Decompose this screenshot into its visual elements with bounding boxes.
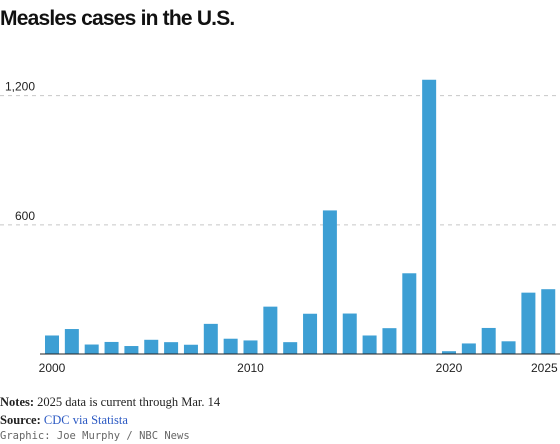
bar-2023[interactable]	[501, 341, 516, 354]
source-link[interactable]: CDC via Statista	[43, 413, 128, 427]
x-tick-label: 2025	[531, 361, 558, 375]
bar-2016[interactable]	[362, 335, 377, 354]
bar-2003[interactable]	[104, 341, 119, 354]
y-tick-label: 600	[15, 209, 35, 223]
bar-2020[interactable]	[442, 351, 456, 354]
bar-2002[interactable]	[84, 344, 99, 354]
graphic-credit: Graphic: Joe Murphy / NBC News	[0, 430, 190, 442]
bar-2007[interactable]	[183, 344, 198, 354]
x-tick-label: 2020	[436, 361, 463, 375]
bar-2022[interactable]	[481, 327, 496, 354]
source-line: Source: CDC via Statista	[0, 413, 128, 428]
bar-2008[interactable]	[203, 323, 218, 354]
x-tick-label: 2000	[39, 361, 66, 375]
y-tick: 600	[15, 209, 35, 223]
bar-2009[interactable]	[223, 338, 238, 354]
bar-2004[interactable]	[124, 346, 139, 354]
bar-2013[interactable]	[303, 313, 318, 354]
bars	[45, 79, 556, 354]
y-tick-label: 1,200	[5, 80, 35, 94]
notes-text: 2025 data is current through Mar. 14	[37, 395, 221, 409]
bar-2018[interactable]	[402, 273, 417, 354]
bar-2014[interactable]	[322, 210, 337, 354]
bar-2024[interactable]	[521, 292, 536, 354]
bar-2019[interactable]	[422, 79, 437, 354]
chart-title: Measles cases in the U.S.	[0, 7, 235, 30]
y-gridlines	[0, 95, 560, 226]
x-axis-ticks: 2000 2010 2020 2025	[39, 361, 558, 375]
y-tick: 1,200	[5, 80, 35, 94]
bar-2011[interactable]	[263, 306, 278, 354]
source-label: Source:	[0, 413, 41, 427]
bar-2001[interactable]	[64, 329, 79, 354]
bar-2010[interactable]	[243, 340, 258, 354]
bar-2017[interactable]	[382, 328, 397, 354]
bar-2006[interactable]	[164, 342, 179, 354]
measles-bar-chart: 600 1,200 2000 2010 2020 2025	[0, 79, 560, 375]
notes-label: Notes:	[0, 395, 35, 409]
x-tick: 2000	[39, 361, 66, 375]
x-tick: 2020	[436, 361, 463, 375]
bar-2012[interactable]	[283, 342, 298, 354]
bar-2015[interactable]	[342, 313, 357, 354]
y-axis-ticks: 600 1,200	[5, 80, 35, 223]
notes-line: Notes: 2025 data is current through Mar.…	[0, 395, 220, 410]
bar-2021[interactable]	[461, 343, 476, 354]
bar-2025[interactable]	[541, 289, 556, 354]
x-tick: 2010	[237, 361, 264, 375]
bar-2005[interactable]	[144, 339, 159, 354]
x-tick: 2025	[531, 361, 558, 375]
bar-2000[interactable]	[45, 335, 59, 354]
x-tick-label: 2010	[237, 361, 264, 375]
